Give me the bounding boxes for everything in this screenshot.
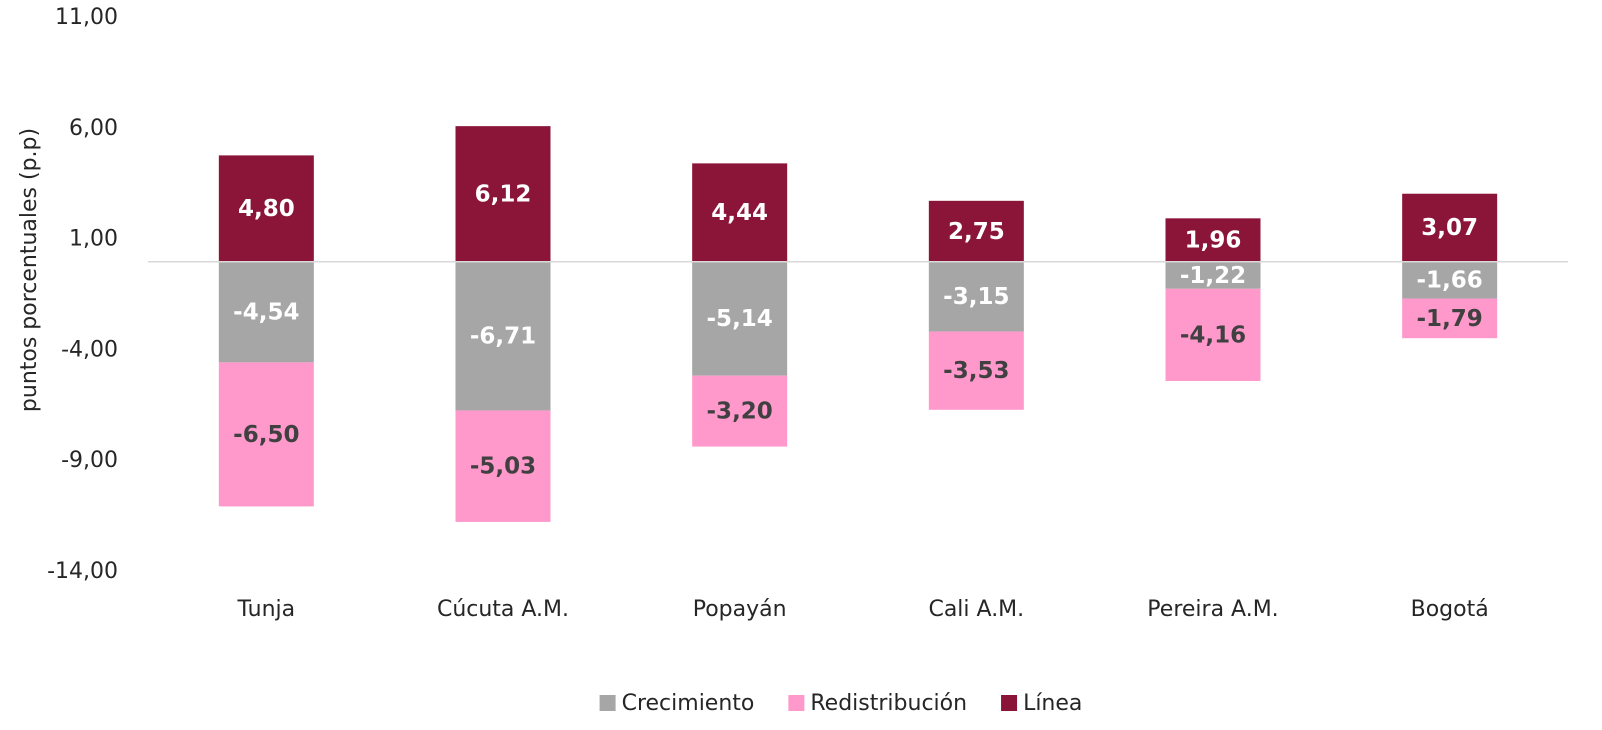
y-tick-label: -9,00 <box>61 448 118 473</box>
value-label: -1,22 <box>1180 263 1246 289</box>
bar-segment <box>928 200 1024 262</box>
legend-label: Crecimiento <box>622 691 755 716</box>
legend-swatch <box>1001 695 1018 711</box>
y-tick-label: 1,00 <box>69 227 118 252</box>
bar-segment <box>1165 218 1261 262</box>
value-label: -4,16 <box>1180 322 1246 348</box>
bar-segment <box>928 261 1024 332</box>
value-label: -1,66 <box>1417 268 1483 294</box>
x-tick-label: Cúcuta A.M. <box>437 597 569 622</box>
y-tick-label: -4,00 <box>61 337 118 362</box>
x-tick-label: Popayán <box>693 597 787 622</box>
bar-segment <box>692 375 788 447</box>
value-label: 1,96 <box>1185 228 1242 254</box>
value-label: -1,79 <box>1417 306 1483 332</box>
value-label: 6,12 <box>475 181 532 207</box>
bar-segment <box>218 155 314 262</box>
x-tick-label: Bogotá <box>1411 597 1489 622</box>
bar-segment <box>1165 288 1261 381</box>
x-tick-label: Pereira A.M. <box>1147 597 1278 622</box>
legend-label: Redistribución <box>810 691 967 716</box>
legend-swatch <box>599 695 616 711</box>
value-label: -3,53 <box>943 358 1009 384</box>
value-label: 2,75 <box>948 219 1005 245</box>
legend-swatch <box>788 695 805 711</box>
x-tick-label: Tunja <box>237 597 296 622</box>
y-axis-label: puntos porcentuales (p.p) <box>17 128 42 412</box>
value-label: -3,15 <box>943 284 1009 310</box>
bar-segment <box>455 261 551 411</box>
bar-segment <box>455 410 551 522</box>
value-label: -5,14 <box>707 306 773 332</box>
bar-segment <box>928 331 1024 410</box>
value-label: -3,20 <box>707 399 773 425</box>
bar-segment <box>1165 261 1261 289</box>
y-tick-label: 6,00 <box>69 116 118 141</box>
legend-label: Línea <box>1023 691 1082 716</box>
bar-segment <box>218 261 314 363</box>
bar-segment <box>692 163 788 262</box>
value-label: -5,03 <box>470 454 536 480</box>
bar-segment <box>692 261 788 376</box>
value-label: -6,71 <box>470 324 536 350</box>
value-label: 4,80 <box>238 196 295 222</box>
value-label: -4,54 <box>233 300 299 326</box>
value-label: 4,44 <box>711 200 768 226</box>
x-tick-label: Cali A.M. <box>928 597 1024 622</box>
bar-segment <box>1402 298 1498 339</box>
bar-segment <box>1402 261 1498 299</box>
y-tick-label: 11,00 <box>55 5 118 30</box>
bar-segment <box>1402 193 1498 262</box>
bar-segment <box>218 362 314 507</box>
value-label: 3,07 <box>1421 215 1478 241</box>
bar-segment <box>455 126 551 262</box>
y-tick-label: -14,00 <box>47 559 118 584</box>
value-label: -6,50 <box>233 422 299 448</box>
